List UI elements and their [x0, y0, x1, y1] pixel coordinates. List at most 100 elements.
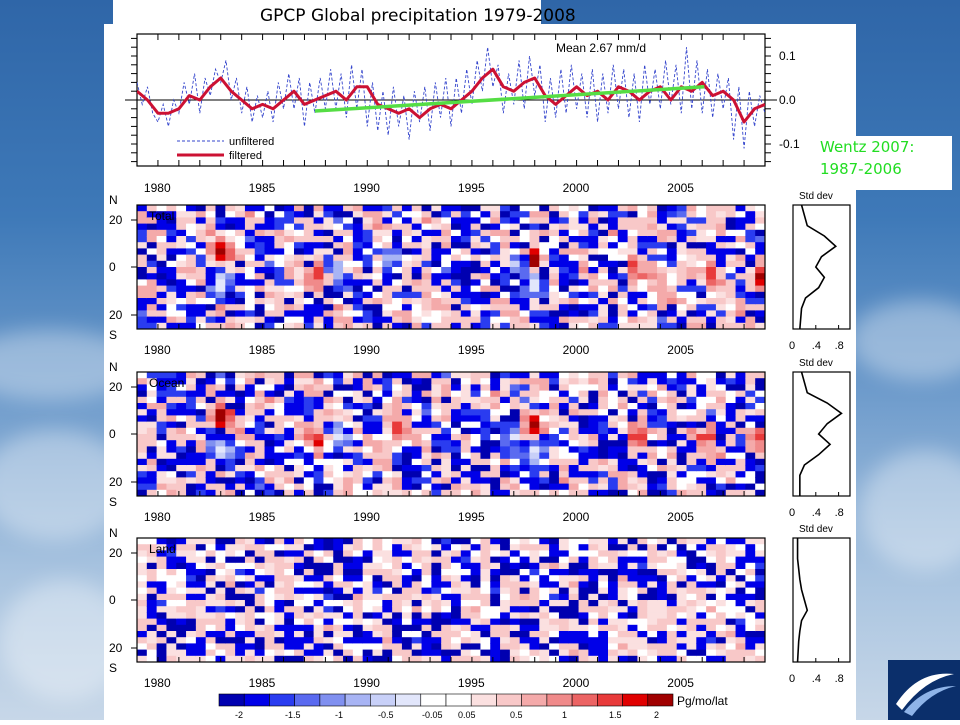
heatmap-cell — [598, 279, 609, 287]
heatmap-cell — [608, 489, 619, 496]
heatmap-cell — [549, 205, 560, 212]
heatmap-cell — [284, 211, 295, 218]
heatmap-cell — [480, 550, 491, 558]
heatmap-cell — [529, 569, 540, 576]
heatmap-cell — [706, 612, 717, 620]
heatmap-cell — [657, 427, 668, 435]
heatmap-cell — [225, 236, 236, 243]
heatmap-cell — [637, 390, 648, 398]
heatmap-cell — [294, 285, 305, 293]
heatmap-cell — [647, 458, 658, 466]
heatmap-cell — [156, 310, 168, 318]
heatmap-cell — [647, 211, 658, 218]
heatmap-cell — [509, 384, 521, 392]
heatmap-cell — [451, 606, 462, 613]
heatmap-cell — [519, 279, 531, 287]
heatmap-cell — [725, 267, 737, 274]
heatmap-cell — [725, 649, 737, 657]
heatmap-cell — [480, 285, 491, 293]
heatmap-cell — [549, 396, 560, 404]
heatmap-cell — [215, 562, 226, 570]
heatmap-cell — [382, 631, 393, 638]
heatmap-cell — [578, 575, 589, 582]
heatmap-cell — [343, 544, 354, 551]
colorbar-tick-label: -2 — [235, 710, 243, 720]
heatmap-cell — [176, 316, 187, 324]
heatmap-cell — [686, 465, 697, 472]
heatmap-cell — [676, 415, 688, 423]
heatmap-cell — [274, 452, 285, 460]
heatmap-cell — [735, 593, 746, 601]
heatmap-cell — [274, 637, 285, 644]
heatmap-cell — [637, 242, 648, 249]
heatmap-cell — [500, 471, 511, 478]
heatmap-cell — [666, 236, 678, 243]
heatmap-cell — [745, 452, 756, 460]
heatmap-cell — [244, 229, 256, 237]
heatmap-cell — [343, 316, 354, 324]
heatmap-cell — [588, 440, 599, 447]
heatmap-cell — [274, 631, 285, 638]
heatmap-cell — [460, 260, 472, 268]
heatmap-cell — [186, 248, 197, 256]
heatmap-cell — [372, 581, 383, 589]
heatmap-cell — [637, 458, 648, 466]
heatmap-cell — [745, 229, 756, 237]
heatmap-cell — [176, 489, 187, 496]
heatmap-cell — [451, 471, 462, 478]
heatmap-cell — [274, 569, 285, 576]
heatmap-cell — [470, 396, 482, 404]
heatmap-cell — [578, 434, 589, 441]
heatmap-cell — [608, 649, 619, 657]
heatmap-cell — [372, 550, 383, 558]
heatmap-cell — [755, 477, 765, 485]
heatmap-cell — [421, 254, 432, 262]
heatmap-cell — [333, 260, 344, 268]
heatmap-cell — [235, 483, 246, 491]
heatmap-cell — [156, 217, 168, 225]
heatmap-cell — [657, 390, 668, 398]
heatmap-cell — [500, 229, 511, 237]
heatmap-cell — [137, 649, 148, 657]
heatmap-cell — [480, 316, 491, 324]
heatmap-cell — [549, 624, 560, 632]
heatmap-cell — [264, 396, 275, 404]
heatmap-cell — [431, 483, 442, 491]
heatmap-cell — [411, 316, 423, 324]
heatmap-cell — [254, 409, 266, 416]
heatmap-cell — [176, 396, 187, 404]
heatmap-cell — [156, 544, 168, 551]
heatmap-cell — [637, 440, 648, 447]
heatmap-cell — [470, 624, 482, 632]
heatmap-cell — [264, 310, 275, 318]
heatmap-cell — [755, 483, 765, 491]
heatmap-cell — [588, 483, 599, 491]
heatmap-cell — [735, 248, 746, 256]
heatmap-cell — [411, 279, 423, 287]
heatmap-cell — [431, 279, 442, 287]
heatmap-cell — [303, 304, 315, 311]
heatmap-cell — [451, 285, 462, 293]
heatmap-cell — [303, 562, 315, 570]
heatmap-cell — [264, 477, 275, 485]
heatmap-cell — [558, 655, 570, 662]
heatmap-cell — [578, 477, 589, 485]
heatmap-cell — [686, 372, 697, 379]
heatmap-cell — [451, 390, 462, 398]
std-dev-title: Std dev — [799, 358, 833, 369]
heatmap-cell — [568, 631, 580, 638]
heatmap-cell — [254, 489, 266, 496]
heatmap-cell — [617, 285, 629, 293]
heatmap-cell — [254, 544, 266, 551]
heatmap-cell — [156, 248, 168, 256]
heatmap-cell — [657, 279, 668, 287]
heatmap-cell — [244, 550, 256, 558]
heatmap-cell — [686, 254, 697, 262]
heatmap-cell — [745, 544, 756, 551]
heatmap-cell — [549, 440, 560, 447]
heatmap-cell — [676, 600, 688, 607]
heatmap-cell — [176, 544, 187, 551]
heatmap-cell — [176, 260, 187, 268]
heatmap-cell — [755, 465, 765, 472]
colorbar-swatch — [269, 693, 295, 707]
